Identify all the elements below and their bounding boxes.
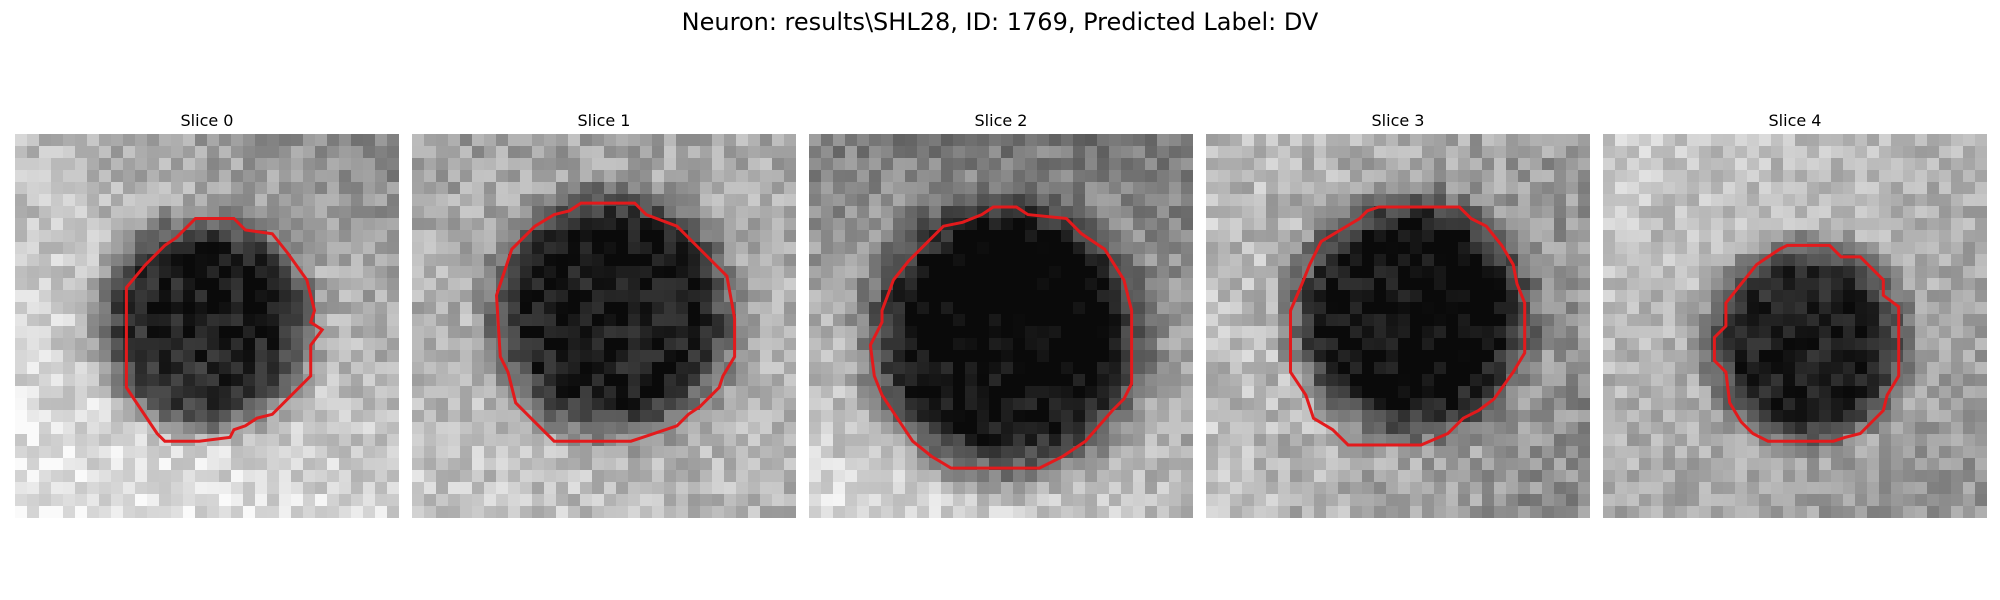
microscopy-canvas-slice-2 (809, 134, 1193, 518)
microscopy-canvas-slice-4 (1603, 134, 1987, 518)
microscopy-image-slice-2 (809, 134, 1193, 518)
slice-panel-3: Slice 3 (1206, 108, 1590, 518)
slice-panel-2: Slice 2 (809, 108, 1193, 518)
microscopy-image-slice-0 (15, 134, 399, 518)
microscopy-canvas-slice-0 (15, 134, 399, 518)
microscopy-image-slice-3 (1206, 134, 1590, 518)
microscopy-canvas-slice-3 (1206, 134, 1590, 518)
microscopy-image-slice-4 (1603, 134, 1987, 518)
slice-title-3: Slice 3 (1371, 111, 1425, 130)
figure-title: Neuron: results\SHL28, ID: 1769, Predict… (681, 8, 1319, 36)
microscopy-image-slice-1 (412, 134, 796, 518)
slice-title-2: Slice 2 (974, 111, 1028, 130)
slice-panel-1: Slice 1 (412, 108, 796, 518)
slice-panel-0: Slice 0 (15, 108, 399, 518)
microscopy-canvas-slice-1 (412, 134, 796, 518)
slice-panel-4: Slice 4 (1603, 108, 1987, 518)
slice-title-0: Slice 0 (180, 111, 234, 130)
slice-title-4: Slice 4 (1768, 111, 1822, 130)
slice-title-1: Slice 1 (577, 111, 631, 130)
